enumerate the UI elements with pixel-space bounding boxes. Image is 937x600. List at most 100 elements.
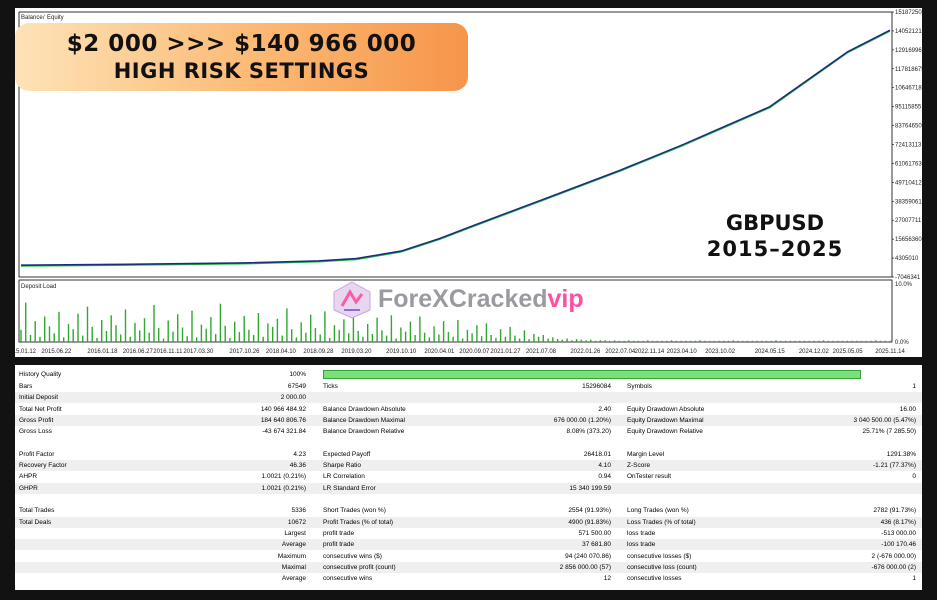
deposit-load-bar (575, 339, 578, 342)
y-tick-label: 15656360 (895, 237, 922, 243)
report-label: Loss Trades (% of total) (627, 518, 696, 526)
deposit-load-bar (243, 315, 245, 342)
deposit-load-bar (495, 337, 497, 342)
report-value: 2 (-676 000.00) (871, 552, 916, 560)
deposit-load-bar (428, 337, 431, 342)
report-spacer-row (15, 437, 922, 449)
deposit-load-bar (471, 333, 473, 342)
deposit-load-bar (832, 340, 834, 342)
deposit-load-bar (452, 336, 454, 342)
report-value: 0 (912, 473, 916, 481)
deposit-load-bar (860, 340, 863, 342)
x-tick-label: 2019.10.10 (386, 349, 417, 355)
deposit-load-bar (533, 333, 535, 342)
report-label: Symbols (627, 383, 652, 390)
deposit-load-bar (29, 335, 32, 342)
deposit-load-bar (632, 340, 635, 342)
deposit-load-bar (129, 336, 131, 342)
report-value: 0.94 (598, 473, 611, 481)
y-tick-label: 95115855 (895, 105, 922, 111)
report-row: Profit Factor 4.23 Expected Payoff 26418.01… (15, 449, 922, 460)
deposit-load-bar (604, 340, 606, 342)
report-label: Ticks (323, 383, 338, 390)
deposit-load-bar (623, 340, 625, 342)
deposit-load-bar (272, 326, 274, 342)
deposit-load-bar (775, 340, 777, 342)
deposit-load-bar (571, 340, 573, 342)
history-quality-label: History Quality (19, 371, 62, 378)
deposit-load-bar (381, 330, 383, 342)
x-tick-label: 2023.10.02 (705, 349, 736, 355)
deposit-load-bar (656, 340, 658, 342)
deposit-load-bar (542, 335, 544, 342)
deposit-load-bar (561, 339, 563, 342)
deposit-load-bar (438, 334, 440, 342)
deposit-load-bar (713, 340, 715, 342)
deposit-load-bar (675, 340, 677, 342)
report-label (323, 392, 463, 403)
report-label: AHPR (19, 473, 38, 481)
deposit-load-bar (105, 331, 108, 342)
report-value: 37 681.80 (582, 541, 611, 549)
report-label: Balance Drawdown Maximal (323, 416, 406, 424)
deposit-load-bar (158, 328, 160, 342)
deposit-load-bar (566, 338, 568, 342)
deposit-load-bar (67, 324, 70, 342)
deposit-load-bar (718, 340, 720, 342)
report-value: 2554 (91.93%) (568, 507, 611, 515)
deposit-load-bar (376, 317, 378, 342)
deposit-load-bar (310, 314, 312, 342)
deposit-load-bar (357, 331, 359, 342)
deposit-load-bar (414, 335, 416, 342)
report-row: Gross Profit 184 640 806.76 Balance Drawdo… (15, 414, 922, 426)
period-label: 2015–2025 (706, 237, 844, 261)
deposit-load-bar (286, 308, 288, 342)
deposit-load-bar (727, 340, 730, 342)
deposit-load-bar (96, 337, 98, 342)
deposit-load-bar (229, 337, 231, 342)
deposit-load-bar (48, 326, 51, 342)
report-value: 140 966 484.92 (260, 405, 306, 413)
report-row: GHPR 1.0021 (0.21%) LR Standard Error 15 34… (15, 482, 922, 494)
deposit-load-bar (238, 332, 241, 342)
x-tick-label: 2024.12.02 (799, 349, 830, 355)
report-label: Equity Drawdown Absolute (627, 405, 705, 413)
watermark: ForeXCrackedvip (330, 280, 620, 319)
deposit-load-bar (518, 338, 521, 342)
history-quality-value: 100% (289, 371, 306, 378)
report-value: 26418.01 (583, 450, 611, 458)
deposit-load-bar (461, 338, 464, 342)
deposit-load-bar (647, 340, 649, 342)
report-label: GHPR (19, 484, 38, 492)
deposit-load-bar (291, 329, 293, 342)
report-label: Maximum (277, 552, 306, 560)
x-tick-label: 2018.04.10 (266, 349, 297, 355)
report-value: 436 (8.17%) (880, 518, 916, 526)
report-label: Sharpe Ratio (323, 462, 361, 470)
report-label: consecutive wins (323, 575, 373, 583)
y-tick-label: 106467180 (895, 86, 922, 92)
report-label: Bars (19, 383, 33, 390)
deposit-load-bar (590, 339, 592, 342)
deposit-load-bar (661, 340, 663, 342)
x-tick-label: 2021.01.27 (490, 349, 521, 355)
report-value: 2782 (91.73%) (873, 507, 916, 515)
deposit-load-bar (134, 322, 136, 342)
x-tick-label: 2020.04.01 (424, 349, 455, 355)
deposit-load-bar (765, 340, 768, 342)
x-tick-label: 2022.07.04 (605, 349, 636, 355)
x-tick-label: 2015.06.22 (41, 349, 72, 355)
deposit-load-bar (846, 340, 848, 342)
report-row-history-quality: History Quality 100% (15, 369, 922, 380)
y-tick-label: 140521210 (895, 29, 922, 35)
report-value: 571 500.00 (578, 529, 611, 537)
deposit-load-bar (148, 332, 150, 342)
watermark-logo-icon (333, 281, 371, 319)
deposit-load-bar (499, 329, 502, 342)
x-tick-label: 2025.11.14 (875, 349, 905, 355)
deposit-load-bar (490, 335, 492, 342)
deposit-load-bar (77, 313, 79, 342)
x-tick-label: 2019.03.20 (341, 349, 372, 355)
deposit-load-bar (680, 340, 682, 342)
report-value: 3 040 500.00 (5.47%) (853, 416, 916, 424)
